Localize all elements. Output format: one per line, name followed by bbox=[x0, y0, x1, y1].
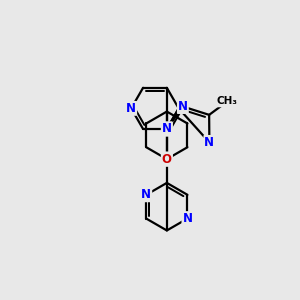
Text: N: N bbox=[141, 188, 151, 201]
Text: N: N bbox=[182, 212, 192, 225]
Text: N: N bbox=[204, 136, 214, 149]
Text: N: N bbox=[162, 122, 172, 136]
Text: N: N bbox=[126, 102, 136, 115]
Text: N: N bbox=[178, 100, 188, 113]
Text: CH₃: CH₃ bbox=[217, 96, 238, 106]
Text: N: N bbox=[162, 153, 172, 166]
Text: N: N bbox=[162, 122, 172, 136]
Text: O: O bbox=[162, 153, 172, 166]
